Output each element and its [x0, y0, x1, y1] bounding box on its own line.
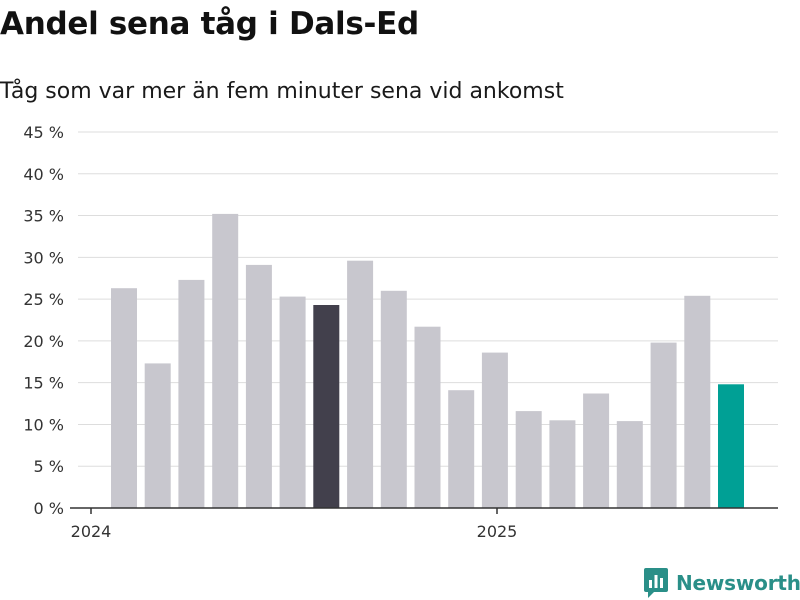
bar — [650, 342, 677, 508]
bar — [178, 279, 205, 508]
y-tick-label: 5 % — [34, 457, 64, 476]
newsworthy-logo-icon — [644, 568, 668, 598]
bar — [212, 213, 239, 508]
bar — [279, 296, 306, 508]
bar — [684, 295, 711, 508]
y-tick-label: 15 % — [23, 374, 64, 393]
x-tick-label: 2025 — [477, 522, 518, 541]
brand-name: Newsworthy — [676, 571, 800, 595]
bar — [313, 305, 340, 508]
y-tick-label: 10 % — [23, 415, 64, 434]
bar — [616, 421, 643, 508]
brand-logo: Newsworthy — [644, 568, 800, 598]
bar — [718, 384, 744, 508]
bar — [481, 352, 508, 508]
bar — [549, 420, 576, 508]
y-tick-label: 40 % — [23, 165, 64, 184]
y-tick-label: 0 % — [34, 499, 64, 518]
bar — [347, 260, 374, 508]
bar — [414, 326, 441, 508]
bar — [111, 288, 137, 508]
bar — [144, 363, 171, 508]
bar — [245, 264, 272, 508]
y-tick-label: 25 % — [23, 290, 64, 309]
y-tick-label: 45 % — [23, 123, 64, 142]
y-tick-label: 20 % — [23, 332, 64, 351]
y-tick-label: 35 % — [23, 207, 64, 226]
y-tick-label: 30 % — [23, 248, 64, 267]
bar — [380, 290, 407, 508]
chart-subtitle: Tåg som var mer än fem minuter sena vid … — [0, 79, 564, 104]
chart-title: Andel sena tåg i Dals-Ed — [0, 6, 419, 42]
bar — [515, 411, 542, 508]
x-tick-label: 2024 — [71, 522, 112, 541]
bar — [448, 390, 475, 508]
bar — [583, 393, 610, 508]
